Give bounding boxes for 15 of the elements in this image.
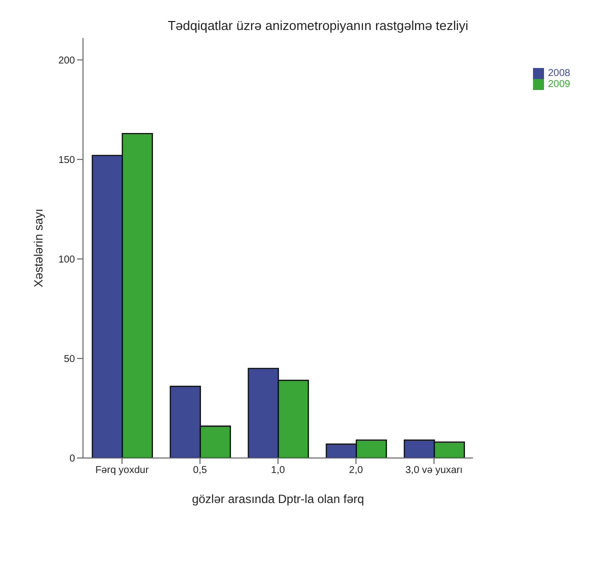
y-tick-label: 50 xyxy=(64,354,76,366)
x-axis-title: gözlər arasında Dptr-la olan fərq xyxy=(192,492,364,506)
x-tick-label: 2,0 xyxy=(349,465,364,476)
y-tick-label: 150 xyxy=(58,154,76,166)
y-tick-label: 100 xyxy=(58,254,76,266)
legend-label: 2009 xyxy=(548,79,570,90)
y-tick-label: 200 xyxy=(58,55,76,66)
y-tick-label: 0 xyxy=(69,454,76,465)
y-axis-title: Xəstələrin sayı xyxy=(31,208,46,288)
legend-label: 2008 xyxy=(548,68,570,80)
x-tick-label: 0,5 xyxy=(193,465,208,476)
chart-title: Tədqiqatlar üzrə anizometropiyanın rastgəlmə tezliyi xyxy=(166,18,470,33)
x-tick-label: 3,0 və yuxarı xyxy=(405,465,463,476)
x-tick-label: 1,0 xyxy=(271,465,286,476)
x-tick-label: Fərq yoxdur xyxy=(95,465,150,476)
